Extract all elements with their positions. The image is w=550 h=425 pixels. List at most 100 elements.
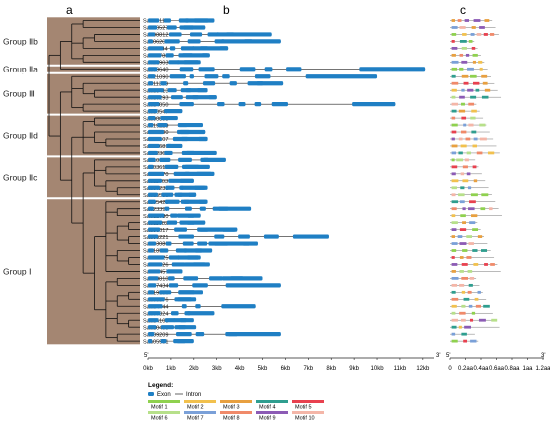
exon (160, 325, 174, 330)
exon (148, 60, 160, 65)
motif-block (470, 33, 475, 36)
exon (148, 109, 158, 114)
gene-axis-tick-label: 8kb (326, 366, 336, 372)
motif-block (451, 193, 456, 197)
motif-block (471, 109, 477, 113)
exon (180, 199, 208, 204)
exon (168, 276, 175, 281)
motif-block (451, 53, 456, 57)
exon (148, 339, 153, 344)
motif-block (467, 186, 472, 190)
motif-block (459, 311, 466, 315)
motif-block (464, 158, 469, 162)
exon (173, 178, 194, 183)
exon (161, 192, 174, 197)
motif-block (461, 304, 466, 308)
exon (165, 241, 172, 246)
exon (183, 248, 213, 253)
exon (148, 234, 159, 239)
motif-block (451, 263, 458, 266)
legend-motif-swatch (256, 400, 288, 403)
motif-block (489, 33, 495, 36)
exon (148, 192, 158, 197)
motif-block (451, 179, 459, 183)
exon (179, 25, 206, 30)
exon (174, 227, 187, 232)
legend-motif-label: Motif 10 (295, 416, 315, 422)
exon (148, 143, 160, 149)
legend-motif-swatch (148, 411, 180, 414)
exon (305, 74, 378, 79)
exon (148, 88, 164, 93)
gene-label: Sau03613 (143, 165, 169, 171)
motif-block (462, 179, 469, 183)
exon (148, 297, 165, 302)
motif-block (467, 88, 474, 92)
exon (166, 25, 177, 30)
motif-block (472, 53, 478, 57)
motif-block (471, 26, 476, 29)
exon (148, 332, 155, 337)
gene-structures (148, 18, 426, 344)
motif-block (466, 256, 472, 259)
gene-axis-start: 5' (144, 353, 148, 359)
motif-block (462, 221, 466, 225)
exon (182, 241, 194, 246)
exon (164, 199, 180, 204)
exon (148, 227, 161, 232)
exon (148, 290, 155, 295)
exon (292, 234, 329, 239)
motif-axis-tick-label: 0.6aa (489, 366, 505, 372)
legend-exon-label: Exon (157, 392, 171, 398)
gene-label: Sau08898 (143, 116, 169, 122)
motif-block (451, 256, 455, 259)
motif-block (471, 46, 476, 50)
motif-block (472, 144, 477, 148)
exon (170, 213, 178, 218)
gene-axis-tick-label: 0kb (143, 366, 153, 372)
legend-motif-label: Motif 5 (295, 405, 312, 411)
exon (217, 102, 225, 107)
gene-label: Sau11389 (143, 81, 168, 87)
legend-motif-swatch (220, 411, 252, 414)
exon (164, 164, 179, 169)
exon (179, 102, 194, 107)
motif-block (451, 151, 457, 155)
exon (148, 276, 159, 281)
motif-block (463, 339, 468, 343)
motif-block (473, 19, 481, 22)
exon (187, 311, 215, 316)
motif-tracks (450, 19, 502, 343)
exon (164, 206, 170, 211)
exon (168, 178, 175, 183)
motif-block (459, 283, 465, 287)
exon (225, 283, 281, 288)
exon (165, 53, 174, 58)
gene-label: Sau08812 (143, 33, 169, 39)
motif-block (459, 95, 465, 99)
exon (254, 102, 262, 107)
motif-block (451, 283, 458, 287)
exon (148, 102, 160, 107)
motif-block (471, 130, 477, 134)
exon (148, 115, 156, 121)
motif-block (481, 74, 488, 78)
exon (185, 95, 217, 100)
exon (183, 276, 199, 281)
exon (238, 234, 250, 239)
motif-axis-end: 3' (541, 353, 545, 359)
motif-block (491, 318, 498, 322)
exon (202, 81, 216, 86)
exon (200, 157, 226, 162)
motif-block (451, 88, 457, 92)
motif-block (472, 81, 480, 85)
exon (148, 283, 157, 288)
motif-block (464, 325, 471, 329)
motif-block (462, 165, 468, 169)
gene-axis-tick-label: 3kb (212, 366, 222, 372)
legend-motif-label: Motif 2 (187, 405, 204, 411)
motif-block (477, 235, 483, 238)
motif-block (462, 207, 466, 211)
motif-block (468, 283, 473, 287)
